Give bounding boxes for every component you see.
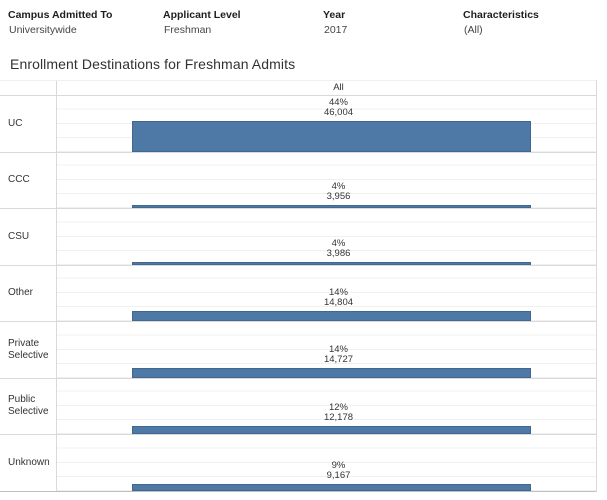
category-label: UC bbox=[0, 96, 57, 152]
bar-other[interactable] bbox=[132, 311, 531, 321]
percent-label: 4% bbox=[331, 237, 346, 249]
bar-private-selective[interactable] bbox=[132, 367, 531, 378]
bar-labels: 14% 14,727 bbox=[57, 343, 596, 365]
chart-corner-cell bbox=[0, 81, 57, 95]
bar-labels: 4% 3,956 bbox=[57, 182, 596, 202]
category-label: CCC bbox=[0, 152, 57, 208]
bar-public-selective[interactable] bbox=[132, 425, 531, 434]
category-label: Other bbox=[0, 265, 57, 321]
percent-label: 44% bbox=[328, 96, 348, 108]
plot-area: 9% 9,167 bbox=[57, 435, 596, 491]
plot-area: 12% 12,178 bbox=[57, 378, 596, 434]
bar-labels: 9% 9,167 bbox=[57, 461, 596, 481]
column-header-all: All bbox=[333, 82, 344, 93]
chart-row-ccc: CCC 4% 3,956 bbox=[0, 152, 596, 209]
count-label: 3,986 bbox=[326, 247, 351, 259]
percent-label: 9% bbox=[331, 460, 346, 472]
page-title: Enrollment Destinations for Freshman Adm… bbox=[10, 56, 296, 72]
filter-label: Applicant Level bbox=[163, 9, 241, 21]
category-label: Private Selective bbox=[0, 322, 57, 378]
filter-applicant-level: Applicant Level Freshman bbox=[163, 8, 241, 37]
plot-area: 44% 46,004 bbox=[57, 96, 596, 152]
filter-value-characteristics[interactable]: (All) bbox=[464, 24, 483, 36]
filter-characteristics: Characteristics (All) bbox=[463, 8, 539, 37]
filter-year: Year 2017 bbox=[323, 8, 347, 37]
filter-label: Year bbox=[323, 9, 346, 21]
filter-label: Campus Admitted To bbox=[8, 9, 113, 21]
bar-labels: 4% 3,986 bbox=[57, 237, 596, 259]
category-label: CSU bbox=[0, 209, 57, 265]
chart-row-unknown: Unknown 9% 9,167 bbox=[0, 435, 596, 492]
percent-label: 4% bbox=[331, 181, 346, 193]
bar-ccc[interactable] bbox=[132, 205, 531, 208]
percent-label: 14% bbox=[328, 287, 348, 299]
filter-label: Characteristics bbox=[463, 9, 539, 21]
count-label: 14,804 bbox=[323, 297, 354, 309]
filter-value-campus[interactable]: Universitywide bbox=[9, 24, 77, 36]
chart-row-other: Other 14% 14,804 bbox=[0, 265, 596, 322]
count-label: 3,956 bbox=[326, 191, 351, 203]
bar-labels: 14% 14,804 bbox=[57, 288, 596, 308]
count-label: 14,727 bbox=[323, 353, 354, 365]
plot-area: 4% 3,986 bbox=[57, 209, 596, 265]
category-label: Unknown bbox=[0, 435, 57, 491]
enrollment-chart: All UC 44% 46,004 CCC 4% 3,956 CSU 4% 3,… bbox=[0, 80, 597, 492]
bar-labels: 12% 12,178 bbox=[57, 401, 596, 423]
bar-uc[interactable] bbox=[132, 120, 531, 152]
bar-unknown[interactable] bbox=[132, 484, 531, 491]
count-label: 9,167 bbox=[326, 470, 351, 482]
bar-csu[interactable] bbox=[132, 261, 531, 265]
percent-label: 14% bbox=[328, 343, 348, 355]
filter-value-year[interactable]: 2017 bbox=[324, 24, 348, 36]
bar-labels: 44% 46,004 bbox=[57, 96, 596, 118]
percent-label: 12% bbox=[328, 401, 348, 413]
category-label: Public Selective bbox=[0, 378, 57, 434]
count-label: 12,178 bbox=[323, 411, 354, 423]
filter-campus-admitted-to: Campus Admitted To Universitywide bbox=[8, 8, 112, 37]
plot-area: 4% 3,956 bbox=[57, 152, 596, 208]
filter-value-applicant-level[interactable]: Freshman bbox=[164, 24, 212, 36]
chart-row-csu: CSU 4% 3,986 bbox=[0, 209, 596, 266]
count-label: 46,004 bbox=[323, 106, 354, 118]
plot-area: 14% 14,727 bbox=[57, 322, 596, 378]
chart-header-row: All bbox=[0, 81, 596, 96]
plot-area: 14% 14,804 bbox=[57, 265, 596, 321]
chart-row-uc: UC 44% 46,004 bbox=[0, 96, 596, 153]
chart-row-public-selective: Public Selective 12% 12,178 bbox=[0, 378, 596, 435]
filter-bar: Campus Admitted To Universitywide Applic… bbox=[0, 8, 607, 48]
chart-row-private-selective: Private Selective 14% 14,727 bbox=[0, 322, 596, 379]
